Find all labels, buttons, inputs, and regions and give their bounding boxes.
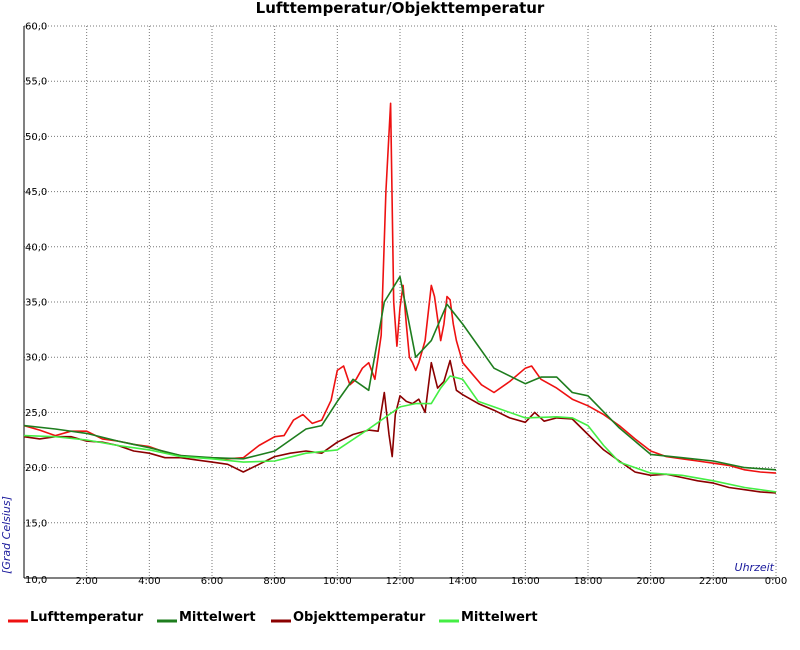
- y-tick-label: 50,0: [25, 132, 47, 143]
- y-tick-label: 10,0: [25, 575, 47, 586]
- legend: Lufttemperatur Mittelwert Objekttemperatur…: [8, 610, 538, 625]
- y-tick-label: 15,0: [25, 518, 47, 529]
- legend-item: Objekttemperatur: [271, 610, 426, 625]
- x-tick-label: 0:00: [765, 576, 787, 587]
- x-tick-label: 4:00: [138, 576, 160, 587]
- axes: 10,0 15,0 20,0 25,0 30,0 35,0 40,0 45,0 50,0 55,0…: [23, 22, 787, 587]
- legend-item: Mittelwert: [439, 610, 538, 625]
- axis-labels: [Grad Celsius] Uhrzeit: [0, 496, 775, 574]
- y-tick-label: 35,0: [25, 298, 47, 309]
- x-tick-label: 18:00: [574, 576, 603, 587]
- legend-item: Lufttemperatur: [8, 610, 144, 625]
- y-axis-label: [Grad Celsius]: [0, 496, 13, 574]
- x-tick-label: 10:00: [323, 576, 352, 587]
- x-tick-label: 2:00: [75, 576, 97, 587]
- x-tick-label: 16:00: [511, 576, 540, 587]
- legend-label: Mittelwert: [461, 610, 538, 625]
- x-tick-label: 8:00: [263, 576, 285, 587]
- legend-label: Lufttemperatur: [30, 610, 144, 625]
- y-tick-label: 45,0: [25, 187, 47, 198]
- series-lines: [23, 102, 777, 494]
- grid: [24, 25, 777, 578]
- chart-title: Lufttemperatur/Objekttemperatur: [256, 0, 545, 17]
- x-tick-label: 20:00: [636, 576, 665, 587]
- x-tick-label: 14:00: [448, 576, 477, 587]
- y-tick-label: 40,0: [25, 242, 47, 253]
- series-line-1: [23, 275, 777, 471]
- x-tick-label: 12:00: [386, 576, 415, 587]
- y-tick-label: 30,0: [25, 353, 47, 364]
- series-line-3: [23, 375, 777, 493]
- legend-label: Mittelwert: [179, 610, 256, 625]
- legend-item: Mittelwert: [157, 610, 256, 625]
- y-tick-label: 25,0: [25, 408, 47, 419]
- y-tick-label: 60,0: [25, 22, 47, 33]
- x-tick-label: 22:00: [699, 576, 728, 587]
- x-axis-label: Uhrzeit: [735, 561, 775, 574]
- legend-label: Objekttemperatur: [293, 610, 426, 625]
- x-tick-label: 6:00: [201, 576, 223, 587]
- y-tick-label: 20,0: [25, 463, 47, 474]
- y-tick-label: 55,0: [25, 77, 47, 88]
